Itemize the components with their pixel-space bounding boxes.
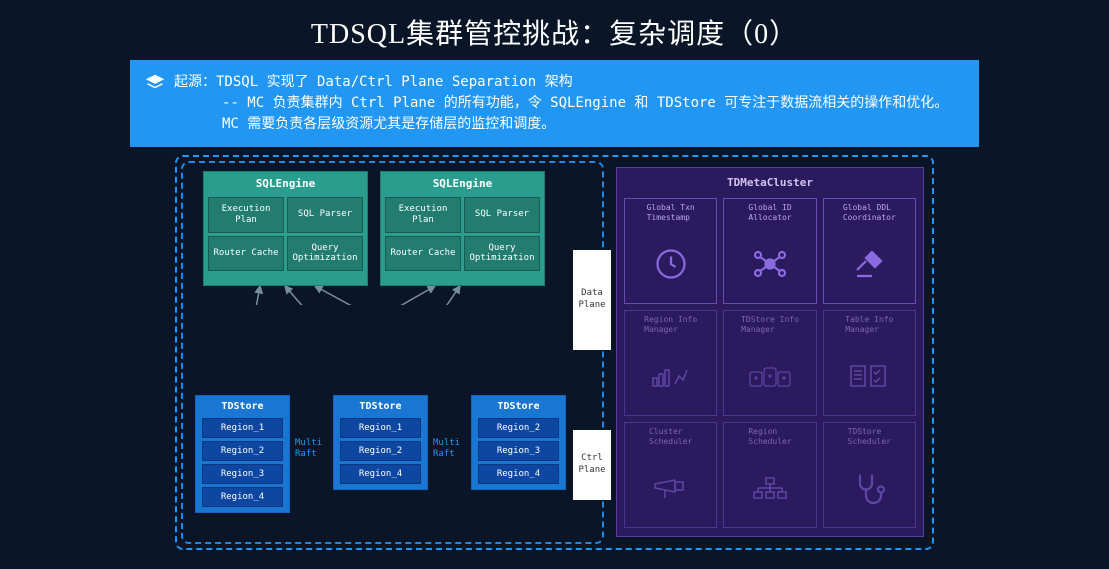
sqle1-cell-exec: ExecutionPlan	[385, 197, 461, 233]
meta-cell-servers: TDStore InfoManager	[723, 310, 816, 416]
meta-cell-chart: Region InfoManager	[624, 310, 717, 416]
tdstore-title: TDStore	[474, 398, 563, 415]
region: Region_2	[340, 441, 421, 461]
region: Region_4	[340, 464, 421, 484]
slide-title: TDSQL集群管控挑战：复杂调度（0）	[0, 0, 1109, 60]
meta-cell-tree: RegionScheduler	[723, 422, 816, 528]
meta-cell-network: Global IDAllocator	[723, 198, 816, 304]
region: Region_3	[202, 464, 283, 484]
meta-cell-list: Table InfoManager	[823, 310, 916, 416]
tdmetacluster-node: TDMetaCluster Global TxnTimestampGlobal …	[616, 167, 924, 537]
sqle1-cell-query: QueryOptimization	[464, 236, 540, 272]
tdstore-node-2: TDStore Region_2 Region_3 Region_4	[471, 395, 566, 490]
architecture-diagram: SQLEngine ExecutionPlan SQL Parser Route…	[175, 155, 934, 550]
multiraft-label-0: MultiRaft	[295, 438, 322, 460]
sqle0-cell-exec: ExecutionPlan	[208, 197, 284, 233]
tdstore-node-0: TDStore Region_1 Region_2 Region_3 Regio…	[195, 395, 290, 513]
meta-title: TDMetaCluster	[621, 172, 919, 195]
ctrl-plane-box: CtrlPlane	[573, 430, 611, 500]
meta-cell-clock: Global TxnTimestamp	[624, 198, 717, 304]
sqle0-cell-parser: SQL Parser	[287, 197, 363, 233]
sqle1-cell-parser: SQL Parser	[464, 197, 540, 233]
sqlengine-node-1: SQLEngine ExecutionPlan SQL Parser Route…	[380, 171, 545, 286]
sqlengine-title: SQLEngine	[206, 174, 365, 193]
sqle0-cell-query: QueryOptimization	[287, 236, 363, 272]
origin-banner: 起源：TDSQL 实现了 Data/Ctrl Plane Separation …	[130, 60, 979, 147]
tdstore-title: TDStore	[336, 398, 425, 415]
data-plane-box: DataPlane	[573, 250, 611, 350]
banner-line1: 起源：TDSQL 实现了 Data/Ctrl Plane Separation …	[174, 74, 573, 90]
region: Region_4	[202, 487, 283, 507]
region: Region_4	[478, 464, 559, 484]
meta-cell-gavel: Global DDLCoordinator	[823, 198, 916, 304]
multiraft-label-1: MultiRaft	[433, 438, 460, 460]
sqle0-cell-router: Router Cache	[208, 236, 284, 272]
stack-icon	[146, 74, 164, 96]
banner-text: 起源：TDSQL 实现了 Data/Ctrl Plane Separation …	[174, 72, 963, 135]
sqlengine-node-0: SQLEngine ExecutionPlan SQL Parser Route…	[203, 171, 368, 286]
meta-cell-steth: TDStoreScheduler	[823, 422, 916, 528]
tdstore-title: TDStore	[198, 398, 287, 415]
banner-line2: -- MC 负责集群内 Ctrl Plane 的所有功能，令 SQLEngine…	[222, 93, 963, 135]
region: Region_1	[340, 418, 421, 438]
region: Region_3	[478, 441, 559, 461]
meta-cell-camera: ClusterScheduler	[624, 422, 717, 528]
region: Region_1	[202, 418, 283, 438]
region: Region_2	[202, 441, 283, 461]
sqle1-cell-router: Router Cache	[385, 236, 461, 272]
region: Region_2	[478, 418, 559, 438]
sqlengine-title: SQLEngine	[383, 174, 542, 193]
tdstore-node-1: TDStore Region_1 Region_2 Region_4	[333, 395, 428, 490]
